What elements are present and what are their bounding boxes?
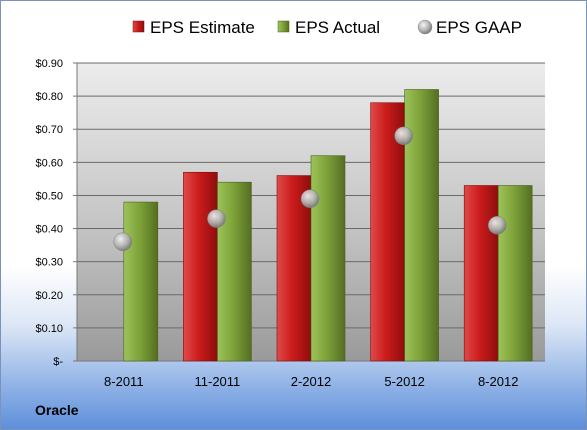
x-category-label: 8-2012 xyxy=(478,374,518,389)
legend-label: EPS GAAP xyxy=(436,18,522,37)
eps-gaap-marker xyxy=(394,126,413,146)
gaap-markers xyxy=(113,126,507,252)
legend-label: EPS Estimate xyxy=(150,18,255,37)
x-category-label: 5-2012 xyxy=(384,374,424,389)
eps-actual-bar xyxy=(217,181,252,362)
x-axis-labels: 8-2011 11-2011 2-2012 5-2012 8-2012 xyxy=(104,374,518,389)
eps-estimate-bar xyxy=(370,102,405,362)
company-label: Oracle xyxy=(35,402,79,418)
eps-actual-bar xyxy=(497,185,533,362)
y-tick-label: $0.20 xyxy=(35,290,63,302)
eps-estimate-bar xyxy=(183,171,218,362)
legend: EPS Estimate EPS Actual EPS GAAP xyxy=(132,18,522,37)
y-axis-ticks: $- $0.10 $0.20 $0.30 $0.40 $0.50 $0.60 $0.70 $0.… xyxy=(35,58,63,368)
eps-gaap-marker xyxy=(207,209,226,228)
legend-swatch xyxy=(277,20,290,33)
y-tick-label: $- xyxy=(53,356,63,368)
y-tick-label: $0.60 xyxy=(35,157,63,169)
y-tick-label: $0.10 xyxy=(35,323,63,335)
eps-estimate-bar xyxy=(463,185,499,362)
bar-series xyxy=(123,89,533,362)
y-tick-label: $0.40 xyxy=(35,224,63,236)
eps-gaap-marker xyxy=(300,189,320,209)
x-category-label: 11-2011 xyxy=(195,374,241,389)
legend-swatch xyxy=(132,20,145,33)
y-tick-label: $0.90 xyxy=(35,58,63,70)
legend-swatch xyxy=(417,19,433,35)
eps-gaap-marker xyxy=(113,232,133,252)
eps-actual-bar xyxy=(123,201,159,362)
eps-gaap-marker xyxy=(487,215,507,235)
y-tick-label: $0.30 xyxy=(35,257,63,269)
y-tick-label: $0.70 xyxy=(35,124,63,136)
y-tick-label: $0.50 xyxy=(35,190,63,202)
x-category-label: 2-2012 xyxy=(291,374,331,389)
x-category-label: 8-2011 xyxy=(104,374,144,389)
eps-actual-bar xyxy=(310,155,346,362)
legend-label: EPS Actual xyxy=(295,18,380,37)
y-tick-label: $0.80 xyxy=(35,91,63,103)
